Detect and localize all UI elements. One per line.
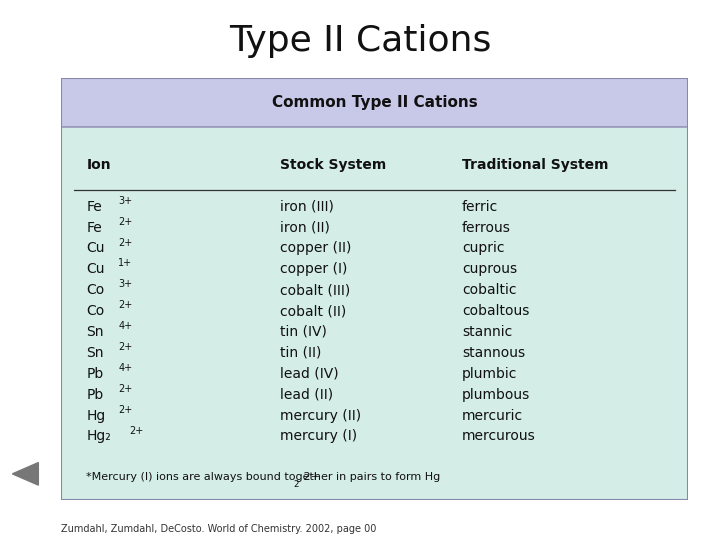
Text: lead (IV): lead (IV) bbox=[281, 367, 339, 381]
Text: Fe: Fe bbox=[86, 200, 102, 214]
Text: Sn: Sn bbox=[86, 325, 104, 339]
Text: Stock System: Stock System bbox=[281, 158, 387, 172]
Text: 2+: 2+ bbox=[118, 217, 132, 227]
Text: iron (II): iron (II) bbox=[281, 220, 330, 234]
Text: Pb: Pb bbox=[86, 388, 104, 402]
Text: stannic: stannic bbox=[462, 325, 513, 339]
Text: Co: Co bbox=[86, 304, 104, 318]
Text: mercury (I): mercury (I) bbox=[281, 429, 358, 443]
Text: cuprous: cuprous bbox=[462, 262, 517, 276]
Text: Traditional System: Traditional System bbox=[462, 158, 608, 172]
Text: 4+: 4+ bbox=[118, 321, 132, 331]
Text: cobalt (III): cobalt (III) bbox=[281, 283, 351, 297]
FancyBboxPatch shape bbox=[61, 78, 688, 127]
Text: Common Type II Cations: Common Type II Cations bbox=[271, 95, 477, 110]
Text: Sn: Sn bbox=[86, 346, 104, 360]
Text: 2+: 2+ bbox=[118, 300, 132, 310]
Text: cobalt (II): cobalt (II) bbox=[281, 304, 347, 318]
Text: stannous: stannous bbox=[462, 346, 525, 360]
Text: 2+: 2+ bbox=[118, 384, 132, 394]
Text: mercury (II): mercury (II) bbox=[281, 409, 361, 422]
Text: plumbous: plumbous bbox=[462, 388, 531, 402]
Text: 2+: 2+ bbox=[130, 426, 144, 436]
Text: 2: 2 bbox=[294, 480, 299, 489]
FancyBboxPatch shape bbox=[61, 127, 688, 500]
Text: ferrous: ferrous bbox=[462, 220, 511, 234]
Text: tin (II): tin (II) bbox=[281, 346, 322, 360]
Text: 2+: 2+ bbox=[118, 238, 132, 248]
Text: Cu: Cu bbox=[86, 262, 104, 276]
Text: 2+: 2+ bbox=[118, 404, 132, 415]
Text: plumbic: plumbic bbox=[462, 367, 518, 381]
Text: tin (IV): tin (IV) bbox=[281, 325, 328, 339]
Text: iron (III): iron (III) bbox=[281, 200, 334, 214]
Text: Ion: Ion bbox=[86, 158, 111, 172]
Text: 3+: 3+ bbox=[118, 196, 132, 206]
Text: 1+: 1+ bbox=[118, 259, 132, 268]
Text: Pb: Pb bbox=[86, 367, 104, 381]
Polygon shape bbox=[12, 463, 38, 485]
Text: lead (II): lead (II) bbox=[281, 388, 333, 402]
Text: 4+: 4+ bbox=[118, 363, 132, 373]
Text: Fe: Fe bbox=[86, 220, 102, 234]
Text: Zumdahl, Zumdahl, DeCosto. World of Chemistry. 2002, page 00: Zumdahl, Zumdahl, DeCosto. World of Chem… bbox=[61, 523, 377, 534]
Text: cupric: cupric bbox=[462, 241, 505, 255]
Text: copper (I): copper (I) bbox=[281, 262, 348, 276]
Text: 2+: 2+ bbox=[118, 342, 132, 352]
Text: *Mercury (I) ions are always bound together in pairs to form Hg: *Mercury (I) ions are always bound toget… bbox=[86, 472, 441, 482]
Text: 2+: 2+ bbox=[300, 472, 320, 482]
Text: Hg₂: Hg₂ bbox=[86, 429, 111, 443]
Text: Co: Co bbox=[86, 283, 104, 297]
Text: ferric: ferric bbox=[462, 200, 498, 214]
Text: copper (II): copper (II) bbox=[281, 241, 352, 255]
Text: mercurous: mercurous bbox=[462, 429, 536, 443]
Text: Hg: Hg bbox=[86, 409, 106, 422]
Text: cobaltic: cobaltic bbox=[462, 283, 516, 297]
Text: mercuric: mercuric bbox=[462, 409, 523, 422]
Text: cobaltous: cobaltous bbox=[462, 304, 529, 318]
Text: 3+: 3+ bbox=[118, 279, 132, 289]
Text: Type II Cations: Type II Cations bbox=[229, 24, 491, 58]
Text: Cu: Cu bbox=[86, 241, 104, 255]
